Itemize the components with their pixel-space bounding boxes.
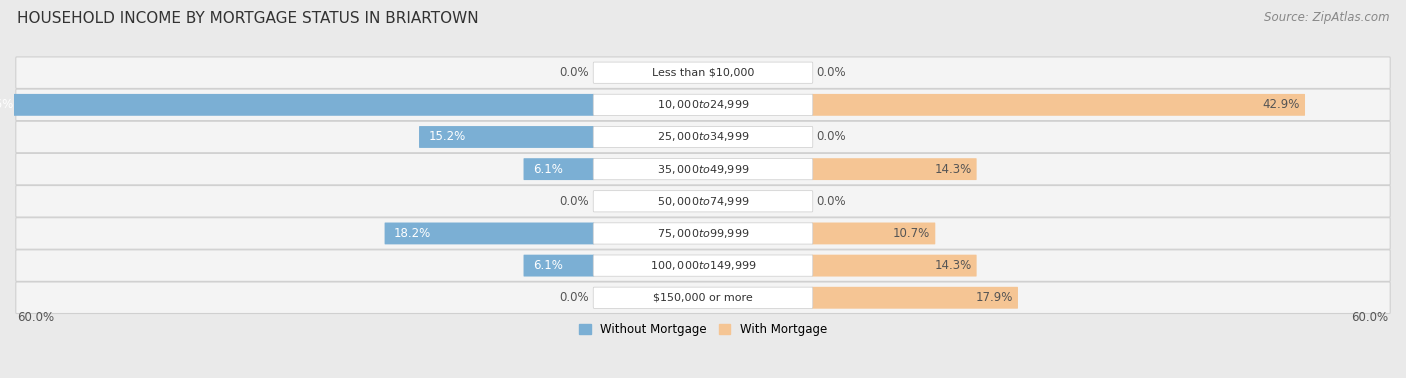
FancyBboxPatch shape: [15, 282, 1391, 313]
FancyBboxPatch shape: [811, 223, 935, 245]
FancyBboxPatch shape: [593, 126, 813, 147]
Legend: Without Mortgage, With Mortgage: Without Mortgage, With Mortgage: [579, 323, 827, 336]
FancyBboxPatch shape: [593, 191, 813, 212]
Text: 6.1%: 6.1%: [533, 163, 562, 176]
Text: 0.0%: 0.0%: [560, 291, 589, 304]
Text: $25,000 to $34,999: $25,000 to $34,999: [657, 130, 749, 144]
FancyBboxPatch shape: [385, 223, 595, 245]
Text: 18.2%: 18.2%: [394, 227, 432, 240]
Text: 42.9%: 42.9%: [1263, 98, 1301, 112]
Text: 14.3%: 14.3%: [935, 259, 972, 272]
FancyBboxPatch shape: [15, 153, 1391, 185]
FancyBboxPatch shape: [15, 218, 1391, 249]
Text: Source: ZipAtlas.com: Source: ZipAtlas.com: [1264, 11, 1389, 24]
FancyBboxPatch shape: [811, 287, 1018, 309]
Text: 0.0%: 0.0%: [817, 130, 846, 144]
FancyBboxPatch shape: [523, 255, 595, 277]
FancyBboxPatch shape: [593, 287, 813, 308]
FancyBboxPatch shape: [811, 255, 977, 277]
Text: Less than $10,000: Less than $10,000: [652, 68, 754, 78]
Text: $100,000 to $149,999: $100,000 to $149,999: [650, 259, 756, 272]
FancyBboxPatch shape: [15, 89, 1391, 121]
Text: 54.6%: 54.6%: [0, 98, 14, 112]
FancyBboxPatch shape: [593, 94, 813, 115]
FancyBboxPatch shape: [15, 250, 1391, 281]
Text: 6.1%: 6.1%: [533, 259, 562, 272]
FancyBboxPatch shape: [593, 158, 813, 180]
Text: 0.0%: 0.0%: [817, 195, 846, 208]
FancyBboxPatch shape: [593, 255, 813, 276]
Text: $35,000 to $49,999: $35,000 to $49,999: [657, 163, 749, 176]
Text: $10,000 to $24,999: $10,000 to $24,999: [657, 98, 749, 112]
Text: $50,000 to $74,999: $50,000 to $74,999: [657, 195, 749, 208]
Text: 60.0%: 60.0%: [17, 311, 55, 324]
Text: 17.9%: 17.9%: [976, 291, 1012, 304]
FancyBboxPatch shape: [15, 186, 1391, 217]
FancyBboxPatch shape: [419, 126, 595, 148]
Text: 0.0%: 0.0%: [560, 66, 589, 79]
FancyBboxPatch shape: [593, 62, 813, 83]
Text: 60.0%: 60.0%: [1351, 311, 1389, 324]
Text: HOUSEHOLD INCOME BY MORTGAGE STATUS IN BRIARTOWN: HOUSEHOLD INCOME BY MORTGAGE STATUS IN B…: [17, 11, 478, 26]
Text: 10.7%: 10.7%: [893, 227, 931, 240]
FancyBboxPatch shape: [15, 57, 1391, 88]
FancyBboxPatch shape: [523, 158, 595, 180]
FancyBboxPatch shape: [811, 94, 1305, 116]
Text: 0.0%: 0.0%: [817, 66, 846, 79]
Text: 0.0%: 0.0%: [560, 195, 589, 208]
Text: $75,000 to $99,999: $75,000 to $99,999: [657, 227, 749, 240]
FancyBboxPatch shape: [15, 121, 1391, 153]
FancyBboxPatch shape: [811, 158, 977, 180]
FancyBboxPatch shape: [0, 94, 595, 116]
Text: $150,000 or more: $150,000 or more: [654, 293, 752, 303]
Text: 14.3%: 14.3%: [935, 163, 972, 176]
FancyBboxPatch shape: [593, 223, 813, 244]
Text: 15.2%: 15.2%: [429, 130, 465, 144]
